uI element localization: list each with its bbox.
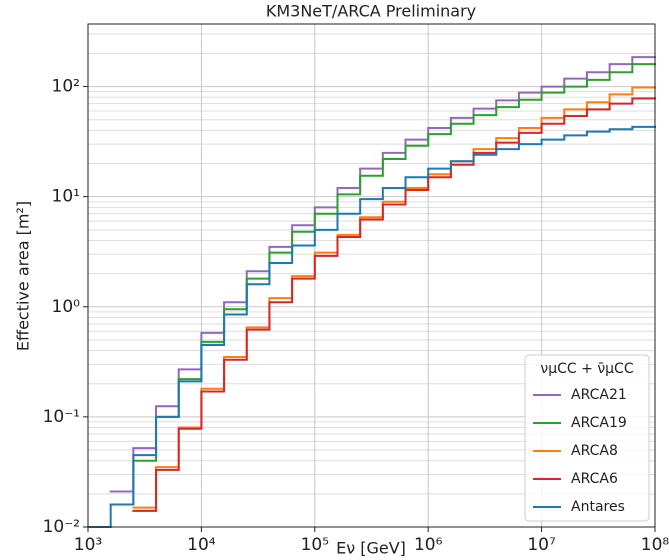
y-tick-label: 10¹: [52, 187, 80, 207]
legend-title: νμCC + ν̄μCC: [540, 361, 633, 377]
x-axis-label: Eν [GeV]: [336, 539, 406, 558]
x-tick-label: 10³: [74, 535, 102, 555]
legend-label: ARCA19: [571, 415, 627, 431]
y-tick-label: 10⁻¹: [43, 407, 80, 427]
x-tick-label: 10⁶: [414, 535, 443, 555]
x-tick-label: 10⁵: [301, 535, 329, 555]
legend-label: ARCA6: [571, 471, 618, 487]
legend-label: Antares: [571, 499, 625, 515]
series: [87, 125, 656, 528]
y-tick-label: 10⁰: [52, 297, 81, 317]
legend-box: [524, 354, 650, 522]
legend-label: ARCA21: [571, 387, 627, 403]
x-tick-label: 10⁸: [641, 535, 669, 555]
legend-label: ARCA8: [571, 443, 618, 459]
x-tick-label: 10⁷: [527, 535, 556, 555]
y-axis-label: Effective area [m²]: [14, 201, 33, 351]
y-tick-label: 10⁻²: [43, 517, 80, 537]
plot-frame: [87, 23, 656, 528]
x-tick-label: 10⁴: [187, 535, 216, 555]
y-tick-label: 10²: [52, 77, 80, 97]
chart-title: KM3NeT/ARCA Preliminary: [266, 2, 476, 21]
